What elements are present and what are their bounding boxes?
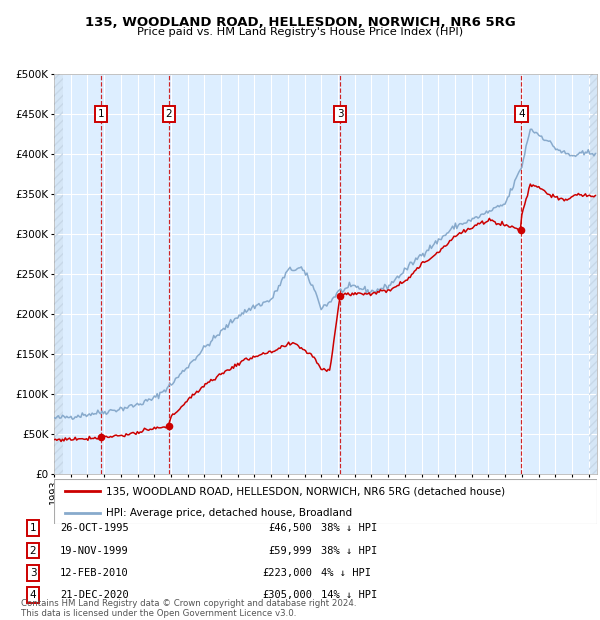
Text: 4% ↓ HPI: 4% ↓ HPI [321, 568, 371, 578]
Bar [54, 74, 63, 474]
Text: 135, WOODLAND ROAD, HELLESDON, NORWICH, NR6 5RG (detached house): 135, WOODLAND ROAD, HELLESDON, NORWICH, … [106, 486, 505, 497]
Text: 3: 3 [29, 568, 37, 578]
Text: Contains HM Land Registry data © Crown copyright and database right 2024.
This d: Contains HM Land Registry data © Crown c… [21, 599, 356, 618]
Text: 1: 1 [98, 109, 104, 120]
Bar [589, 74, 600, 474]
Bar [589, 74, 600, 474]
Text: 2: 2 [166, 109, 172, 120]
Text: 1: 1 [29, 523, 37, 533]
Text: 21-DEC-2020: 21-DEC-2020 [60, 590, 129, 600]
Text: 135, WOODLAND ROAD, HELLESDON, NORWICH, NR6 5RG: 135, WOODLAND ROAD, HELLESDON, NORWICH, … [85, 16, 515, 29]
Text: HPI: Average price, detached house, Broadland: HPI: Average price, detached house, Broa… [106, 508, 352, 518]
Text: £305,000: £305,000 [262, 590, 312, 600]
Text: 4: 4 [518, 109, 524, 120]
Text: 12-FEB-2010: 12-FEB-2010 [60, 568, 129, 578]
Text: 26-OCT-1995: 26-OCT-1995 [60, 523, 129, 533]
Text: Price paid vs. HM Land Registry's House Price Index (HPI): Price paid vs. HM Land Registry's House … [137, 27, 463, 37]
FancyBboxPatch shape [54, 479, 597, 524]
Bar [54, 74, 63, 474]
Text: 3: 3 [337, 109, 343, 120]
Text: 4: 4 [29, 590, 37, 600]
Text: 38% ↓ HPI: 38% ↓ HPI [321, 546, 377, 556]
Text: £59,999: £59,999 [268, 546, 312, 556]
Text: 14% ↓ HPI: 14% ↓ HPI [321, 590, 377, 600]
Text: 2: 2 [29, 546, 37, 556]
Text: £46,500: £46,500 [268, 523, 312, 533]
Text: £223,000: £223,000 [262, 568, 312, 578]
Text: 38% ↓ HPI: 38% ↓ HPI [321, 523, 377, 533]
Text: 19-NOV-1999: 19-NOV-1999 [60, 546, 129, 556]
